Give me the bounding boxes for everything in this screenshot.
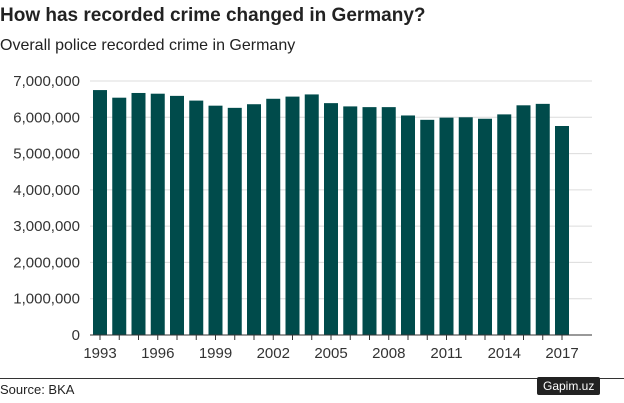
source-note: Source: BKA	[0, 382, 75, 397]
bar-2009	[401, 115, 415, 335]
bar-2005	[324, 103, 338, 336]
x-tick-label: 2005	[314, 345, 347, 362]
bar-2002	[266, 98, 281, 335]
y-tick-label: 1,000,000	[13, 291, 80, 308]
bar-chart: 0 1,000,000 2,000,000 3,000,000 4,000,000 5,0…	[13, 73, 592, 362]
y-tick-label: 4,000,000	[13, 182, 80, 199]
x-tick-label: 2014	[488, 345, 521, 362]
x-tick-label: 1993	[83, 345, 116, 362]
x-tick-label: 2011	[430, 345, 462, 362]
footer-divider	[0, 378, 624, 379]
y-tick-label: 0	[72, 327, 80, 344]
chart-subtitle: Overall police recorded crime in Germany	[0, 37, 296, 54]
x-tick-label: 2002	[257, 345, 290, 362]
y-tick-label: 6,000,000	[13, 109, 80, 126]
bar-1995	[131, 92, 146, 335]
x-tick-label: 1999	[199, 345, 232, 362]
bar-2001	[247, 104, 261, 335]
y-tick-label: 2,000,000	[13, 254, 80, 271]
x-tick-label: 2017	[545, 345, 578, 362]
bar-2013	[478, 118, 492, 335]
bar-2011	[439, 117, 454, 335]
bar-2000	[227, 107, 242, 335]
bar-2016	[535, 103, 550, 335]
bar-2006	[343, 106, 358, 336]
bar-2017	[555, 125, 569, 335]
bar-2008	[381, 107, 396, 335]
y-tick-label: 5,000,000	[13, 146, 80, 163]
y-tick-label: 7,000,000	[13, 73, 80, 90]
bar-1994	[112, 97, 127, 335]
bar-2003	[285, 96, 300, 335]
chart-title: How has recorded crime changed in German…	[0, 5, 426, 26]
bar-2007	[362, 107, 377, 335]
bar-1998	[189, 100, 204, 335]
bar-1999	[208, 105, 223, 335]
x-tick-label: 2008	[372, 345, 405, 362]
y-tick-label: 3,000,000	[13, 218, 80, 235]
bar-1993	[93, 90, 107, 335]
bar-1996	[150, 93, 165, 335]
watermark: Gapim.uz	[537, 377, 601, 395]
bar-2010	[420, 119, 435, 335]
bar-2015	[516, 105, 531, 335]
bar-2014	[497, 114, 512, 335]
bar-1997	[170, 95, 184, 336]
x-tick-label: 1996	[141, 345, 174, 362]
bar-2004	[304, 94, 319, 335]
bar-2012	[458, 117, 473, 336]
